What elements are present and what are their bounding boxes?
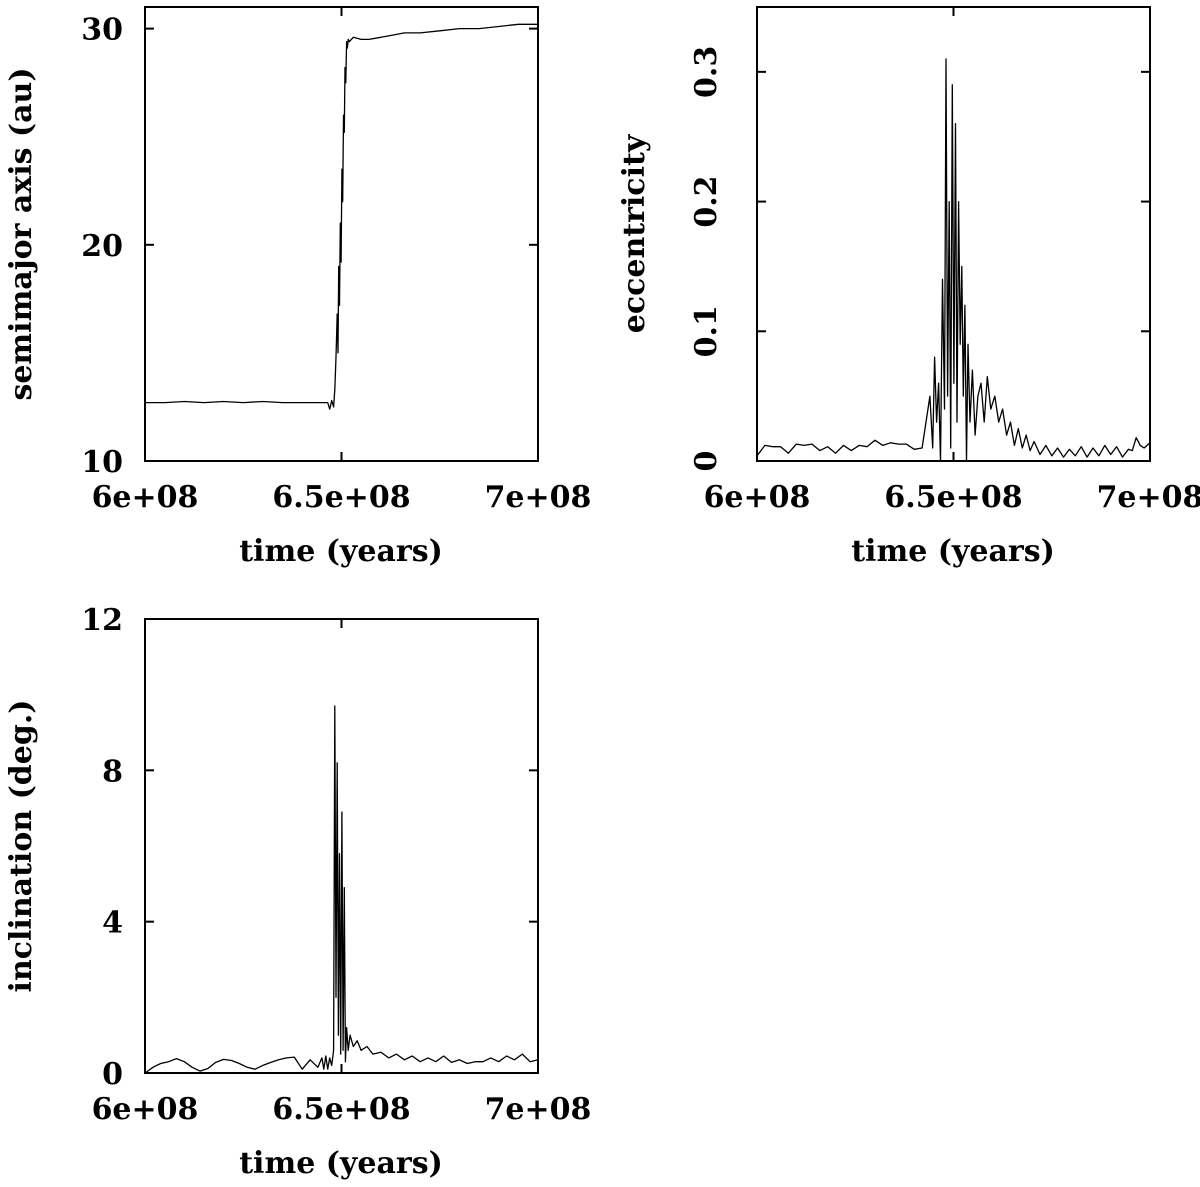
inclination-y-tick-label-1: 4 xyxy=(102,906,123,941)
eccentricity-x-tick-label-2: 7e+08 xyxy=(1097,480,1200,515)
eccentricity-x-tick-label-0: 6e+08 xyxy=(704,480,811,515)
inclination-x-tick-label-2: 7e+08 xyxy=(485,1092,592,1127)
semimajor-y-tick-label-0: 10 xyxy=(81,445,123,480)
inclination-x-tick-label-0: 6e+08 xyxy=(92,1092,199,1127)
eccentricity-y-tick-label-1: 0.1 xyxy=(689,305,724,357)
semimajor-x-tick-label-1: 6.5e+08 xyxy=(272,480,410,515)
inclination-x-label: time (years) xyxy=(239,1146,443,1181)
inclination-y-tick-label-2: 8 xyxy=(102,754,123,789)
eccentricity-y-tick-label-0: 0 xyxy=(689,451,724,472)
semimajor-axis-panel: 6e+08 6.5e+08 7e+08 10 20 30 time (years) sem… xyxy=(4,6,592,569)
inclination-panel: 6e+08 6.5e+08 7e+08 0 4 8 12 time (years) incl… xyxy=(4,603,591,1181)
inclination-series-line-0 xyxy=(144,705,539,1074)
inclination-y-tick-label-3: 12 xyxy=(81,603,123,638)
eccentricity-series-line-0 xyxy=(756,58,1151,462)
eccentricity-y-tick-label-3: 0.3 xyxy=(689,46,724,98)
eccentricity-x-label: time (years) xyxy=(851,534,1055,569)
inclination-x-tick-label-1: 6.5e+08 xyxy=(272,1092,410,1127)
eccentricity-panel: 6e+08 6.5e+08 7e+08 0 0.1 0.2 0.3 time (years)… xyxy=(617,6,1200,569)
semimajor-x-tick-label-0: 6e+08 xyxy=(92,480,199,515)
eccentricity-y-tick-label-2: 0.2 xyxy=(689,175,724,227)
eccentricity-x-tick-label-1: 6.5e+08 xyxy=(884,480,1022,515)
inclination-y-tick-label-0: 0 xyxy=(102,1057,123,1092)
semimajor-x-tick-label-2: 7e+08 xyxy=(485,480,592,515)
semimajor-axis-y-label: semimajor axis (au) xyxy=(4,67,39,400)
semimajor-axis-x-label: time (years) xyxy=(239,534,443,569)
semimajor-y-tick-label-1: 20 xyxy=(81,229,123,264)
semimajor-series-line-0 xyxy=(145,23,538,410)
eccentricity-y-label: eccentricity xyxy=(617,133,652,333)
inclination-y-label: inclination (deg.) xyxy=(4,700,39,993)
semimajor-y-tick-label-2: 30 xyxy=(81,13,123,48)
